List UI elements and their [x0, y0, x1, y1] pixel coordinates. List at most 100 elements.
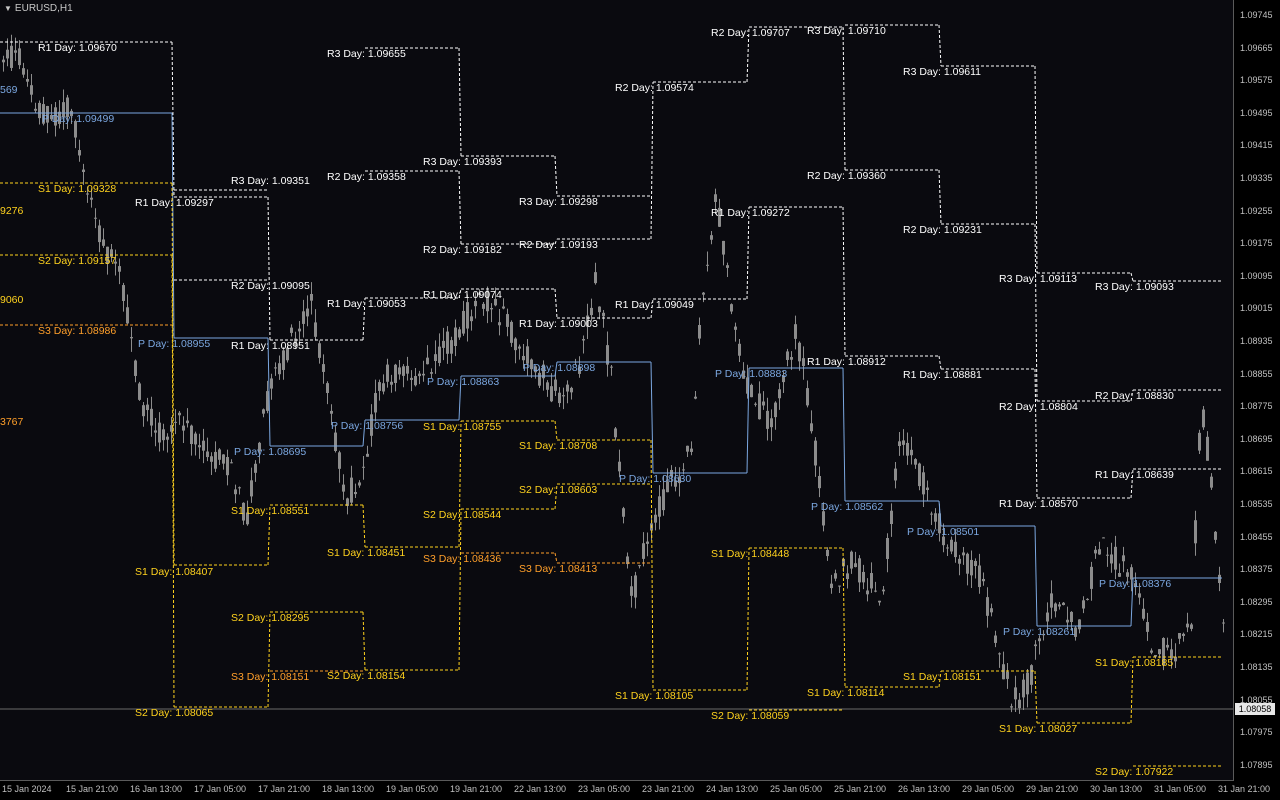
chart-area[interactable] [0, 0, 1234, 781]
pivot-level-connector [938, 670, 942, 688]
candle-body [586, 315, 589, 327]
candle-body [1066, 619, 1069, 623]
candle-body [342, 484, 345, 492]
candle-body [190, 425, 193, 444]
candle-body [542, 364, 545, 379]
pivot-label: S1 Day: 1.08114 [807, 687, 885, 699]
edge-pivot-label: 9060 [0, 294, 24, 306]
symbol-label[interactable]: ▼ EURUSD,H1 [4, 3, 73, 14]
candle-body [990, 608, 993, 613]
candle-body [170, 425, 173, 432]
pivot-label: P Day: 1.08756 [331, 420, 403, 432]
candle-body [630, 586, 633, 596]
candle-body [262, 409, 265, 414]
time-tick: 17 Jan 21:00 [258, 784, 311, 794]
candle-body [398, 367, 401, 375]
candle-body [582, 339, 585, 341]
price-axis[interactable]: 1.09745 1.09665 1.09575 1.09495 1.09415 1.093… [1234, 0, 1280, 780]
dropdown-arrow-icon[interactable]: ▼ [4, 4, 12, 13]
candle-body [1178, 633, 1181, 639]
candle-body [862, 571, 865, 583]
candle-body [274, 367, 277, 369]
pivot-level-connector [1130, 389, 1134, 402]
candle-body [1186, 623, 1189, 628]
pivot-label: P Day: 1.08501 [907, 526, 979, 538]
pivot-level-connector [1034, 223, 1038, 402]
time-tick: 19 Jan 05:00 [386, 784, 439, 794]
candle-body [82, 169, 85, 173]
price-tick: 1.09665 [1240, 42, 1273, 53]
candle-body [378, 382, 381, 391]
candle-body [1134, 583, 1137, 588]
candle-body [510, 321, 513, 343]
candle-body [514, 338, 517, 351]
candle-body [198, 445, 201, 448]
candle-body [1130, 567, 1133, 580]
pivot-label: R1 Day: 1.08570 [999, 498, 1078, 510]
pivot-level-connector [938, 24, 942, 67]
candle-body [898, 441, 901, 447]
candle-body [478, 292, 481, 296]
pivot-level-connector [554, 483, 558, 510]
candle-body [94, 217, 97, 219]
candle-body [1214, 531, 1217, 540]
candle-body [890, 510, 893, 525]
pivot-label: P Day: 1.08955 [138, 338, 210, 350]
time-tick: 15 Jan 21:00 [66, 784, 119, 794]
candle-body [1202, 409, 1205, 428]
candle-body [34, 108, 37, 111]
price-tick: 1.09745 [1240, 10, 1273, 20]
candle-body [202, 440, 205, 451]
pivot-level-connector [842, 206, 846, 357]
candle-body [618, 461, 621, 472]
candle-body [1166, 644, 1169, 648]
candle-body [154, 430, 157, 433]
candle-body [410, 377, 413, 380]
candle-body [994, 635, 997, 643]
candle-body [366, 453, 369, 457]
candle-body [926, 487, 929, 490]
candle-body [122, 285, 125, 301]
candle-body [658, 496, 661, 517]
pivot-level-connector [267, 337, 271, 447]
pivot-level-connector [362, 419, 366, 447]
candle-body [114, 261, 117, 264]
time-axis[interactable]: 15 Jan 2024 15 Jan 21:00 16 Jan 13:00 17 Ja… [0, 781, 1270, 800]
candle-body [1034, 644, 1037, 647]
candle-body [134, 360, 137, 376]
candle-body [870, 573, 873, 589]
candle-body [430, 372, 433, 374]
candle-body [402, 366, 405, 376]
pivot-level-connector [650, 298, 654, 319]
candle-body [50, 114, 53, 120]
pivot-label: R1 Day: 1.08881 [903, 369, 982, 381]
candle-body [1030, 665, 1033, 685]
candle-body [562, 395, 565, 397]
pivot-label: S2 Day: 1.08059 [711, 710, 789, 722]
price-chart[interactable]: R1 Day: 1.09670 P Day: 1.09499 S1 Day: 1.0… [0, 0, 1233, 780]
pivot-label: S1 Day: 1.08407 [135, 566, 213, 578]
price-tick: 1.09255 [1240, 205, 1273, 216]
candle-body [290, 327, 293, 333]
candle-body [718, 207, 721, 227]
candle-body [1182, 633, 1185, 636]
candle-body [810, 423, 813, 432]
pivot-label: P Day: 1.08376 [1099, 578, 1171, 590]
candle-body [186, 420, 189, 424]
candle-body [166, 436, 169, 440]
price-tick: 1.09175 [1240, 238, 1273, 249]
pivot-label: R3 Day: 1.09298 [519, 196, 598, 208]
candle-body [682, 469, 685, 471]
candle-body [746, 377, 749, 394]
candle-body [1090, 566, 1093, 589]
candle-body [470, 316, 473, 322]
pivot-label: R1 Day: 1.09053 [327, 298, 406, 310]
price-tick: 1.09015 [1240, 303, 1273, 314]
candle-body [910, 449, 913, 456]
price-tick: 1.08855 [1240, 368, 1273, 379]
candle-body [946, 547, 949, 549]
pivot-label: S1 Day: 1.08708 [519, 440, 597, 452]
price-tick: 1.08455 [1240, 531, 1273, 542]
pivot-label: R2 Day: 1.09707 [711, 27, 790, 39]
price-tick: 1.07895 [1240, 759, 1273, 770]
